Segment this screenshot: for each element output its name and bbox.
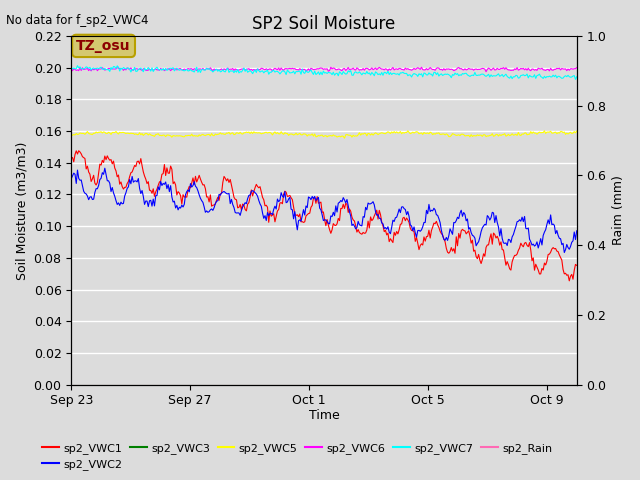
Title: SP2 Soil Moisture: SP2 Soil Moisture xyxy=(252,15,396,33)
sp2_VWC6 xyxy=(219,67,227,73)
sp2_VWC6 xyxy=(67,66,75,72)
Text: No data for f_sp2_VWC4: No data for f_sp2_VWC4 xyxy=(6,14,149,27)
sp2_VWC5 xyxy=(425,131,433,137)
sp2_Rain xyxy=(348,382,356,387)
sp2_VWC2 xyxy=(561,250,568,255)
sp2_VWC7 xyxy=(67,65,75,71)
sp2_VWC5 xyxy=(440,131,448,137)
sp2_VWC2 xyxy=(524,226,531,232)
sp2_VWC1 xyxy=(573,263,580,268)
Y-axis label: Soil Moisture (m3/m3): Soil Moisture (m3/m3) xyxy=(15,141,28,279)
sp2_VWC6 xyxy=(439,67,447,73)
sp2_VWC5 xyxy=(236,130,244,135)
sp2_VWC7 xyxy=(237,69,245,75)
sp2_VWC6 xyxy=(348,66,356,72)
sp2_VWC7 xyxy=(220,69,228,74)
sp2_VWC2 xyxy=(67,176,75,181)
Y-axis label: Raim (mm): Raim (mm) xyxy=(612,175,625,245)
X-axis label: Time: Time xyxy=(308,409,339,422)
sp2_VWC2 xyxy=(101,165,109,171)
sp2_VWC6 xyxy=(573,65,580,71)
Line: sp2_VWC1: sp2_VWC1 xyxy=(71,151,577,281)
sp2_VWC6 xyxy=(482,69,490,74)
sp2_VWC7 xyxy=(572,76,579,82)
sp2_VWC1 xyxy=(565,278,573,284)
sp2_VWC6 xyxy=(236,67,244,72)
sp2_Rain xyxy=(236,382,244,387)
Legend: sp2_VWC1, sp2_VWC2, sp2_VWC3, sp2_VWC5, sp2_VWC6, sp2_VWC7, sp2_Rain: sp2_VWC1, sp2_VWC2, sp2_VWC3, sp2_VWC5, … xyxy=(38,438,557,474)
sp2_VWC2 xyxy=(237,208,245,214)
Line: sp2_VWC6: sp2_VWC6 xyxy=(71,67,577,72)
sp2_VWC1 xyxy=(524,242,531,248)
sp2_VWC7 xyxy=(74,63,81,69)
sp2_VWC7 xyxy=(349,72,357,78)
sp2_VWC1 xyxy=(67,156,75,161)
sp2_VWC1 xyxy=(424,233,431,239)
sp2_VWC5 xyxy=(404,128,412,134)
sp2_VWC1 xyxy=(220,174,228,180)
sp2_Rain xyxy=(219,382,227,387)
sp2_VWC5 xyxy=(219,131,227,136)
sp2_VWC7 xyxy=(424,72,431,78)
sp2_VWC3 xyxy=(573,382,580,387)
sp2_VWC2 xyxy=(573,228,580,234)
sp2_VWC5 xyxy=(349,132,357,138)
sp2_VWC1 xyxy=(349,217,357,223)
sp2_VWC3 xyxy=(522,382,530,387)
Line: sp2_VWC5: sp2_VWC5 xyxy=(71,131,577,138)
sp2_Rain xyxy=(67,382,75,387)
sp2_VWC6 xyxy=(524,65,532,71)
sp2_VWC7 xyxy=(439,72,447,78)
sp2_Rain xyxy=(573,382,580,387)
sp2_VWC5 xyxy=(573,128,580,134)
sp2_Rain xyxy=(522,382,530,387)
sp2_VWC2 xyxy=(220,189,228,194)
sp2_VWC1 xyxy=(237,207,245,213)
sp2_VWC7 xyxy=(573,74,580,80)
sp2_VWC2 xyxy=(349,221,357,227)
Line: sp2_VWC2: sp2_VWC2 xyxy=(71,168,577,252)
sp2_VWC3 xyxy=(236,382,244,387)
sp2_VWC6 xyxy=(418,64,426,70)
sp2_VWC2 xyxy=(424,211,431,216)
sp2_VWC3 xyxy=(219,382,227,387)
sp2_VWC5 xyxy=(524,132,532,137)
sp2_VWC1 xyxy=(75,148,83,154)
sp2_Rain xyxy=(422,382,430,387)
sp2_VWC3 xyxy=(67,382,75,387)
sp2_VWC1 xyxy=(439,232,447,238)
sp2_VWC6 xyxy=(424,67,431,72)
sp2_VWC3 xyxy=(438,382,445,387)
Text: TZ_osu: TZ_osu xyxy=(76,39,131,53)
sp2_VWC3 xyxy=(422,382,430,387)
sp2_Rain xyxy=(438,382,445,387)
sp2_VWC5 xyxy=(340,135,348,141)
sp2_VWC5 xyxy=(67,132,75,138)
sp2_VWC2 xyxy=(439,233,447,239)
Line: sp2_VWC7: sp2_VWC7 xyxy=(71,66,577,79)
sp2_VWC7 xyxy=(524,71,531,77)
sp2_VWC3 xyxy=(348,382,356,387)
